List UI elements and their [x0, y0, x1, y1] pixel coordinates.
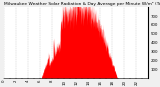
- Text: Milwaukee Weather Solar Radiation & Day Average per Minute W/m² (Today): Milwaukee Weather Solar Radiation & Day …: [4, 2, 160, 6]
